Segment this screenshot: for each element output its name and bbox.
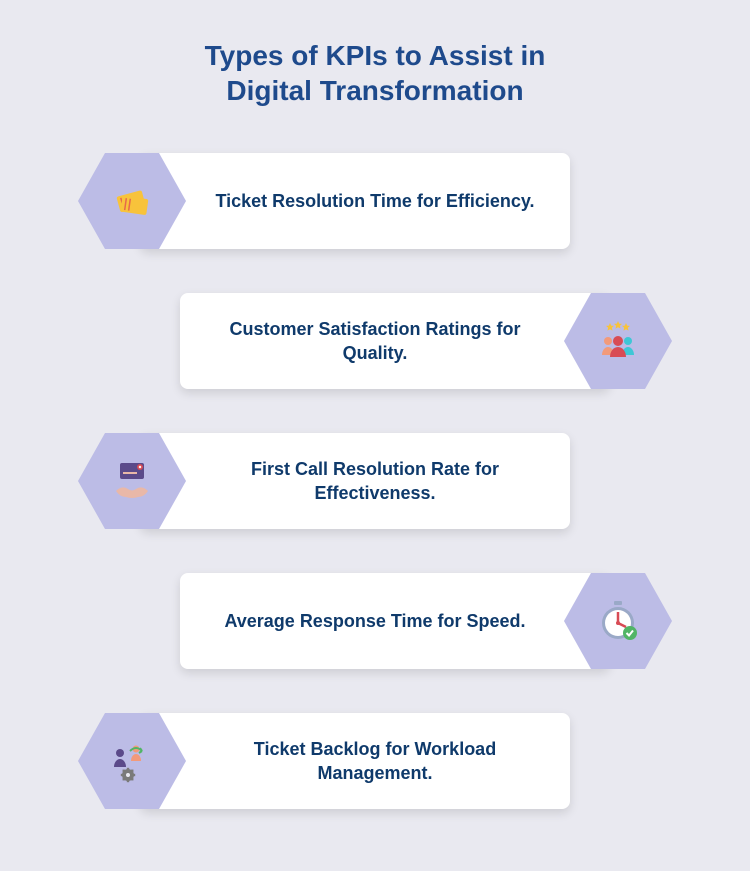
page-title: Types of KPIs to Assist in Digital Trans…: [205, 38, 546, 108]
kpi-label: Ticket Backlog for Workload Management.: [210, 737, 540, 786]
kpi-label: Customer Satisfaction Ratings for Qualit…: [210, 317, 540, 366]
kpi-item: Customer Satisfaction Ratings for Qualit…: [78, 290, 672, 392]
kpi-card: Average Response Time for Speed.: [180, 573, 610, 669]
kpi-card: Customer Satisfaction Ratings for Qualit…: [180, 293, 610, 389]
kpi-list: Ticket Resolution Time for Efficiency. Cu…: [0, 150, 750, 852]
kpi-item: Average Response Time for Speed.: [78, 570, 672, 672]
kpi-item: Ticket Backlog for Workload Management.: [78, 710, 672, 812]
kpi-card: Ticket Backlog for Workload Management.: [140, 713, 570, 809]
kpi-item: Ticket Resolution Time for Efficiency.: [78, 150, 672, 252]
kpi-label: First Call Resolution Rate for Effective…: [210, 457, 540, 506]
kpi-label: Average Response Time for Speed.: [224, 609, 525, 633]
kpi-card: First Call Resolution Rate for Effective…: [140, 433, 570, 529]
kpi-card: Ticket Resolution Time for Efficiency.: [140, 153, 570, 249]
kpi-item: First Call Resolution Rate for Effective…: [78, 430, 672, 532]
kpi-label: Ticket Resolution Time for Efficiency.: [215, 189, 534, 213]
